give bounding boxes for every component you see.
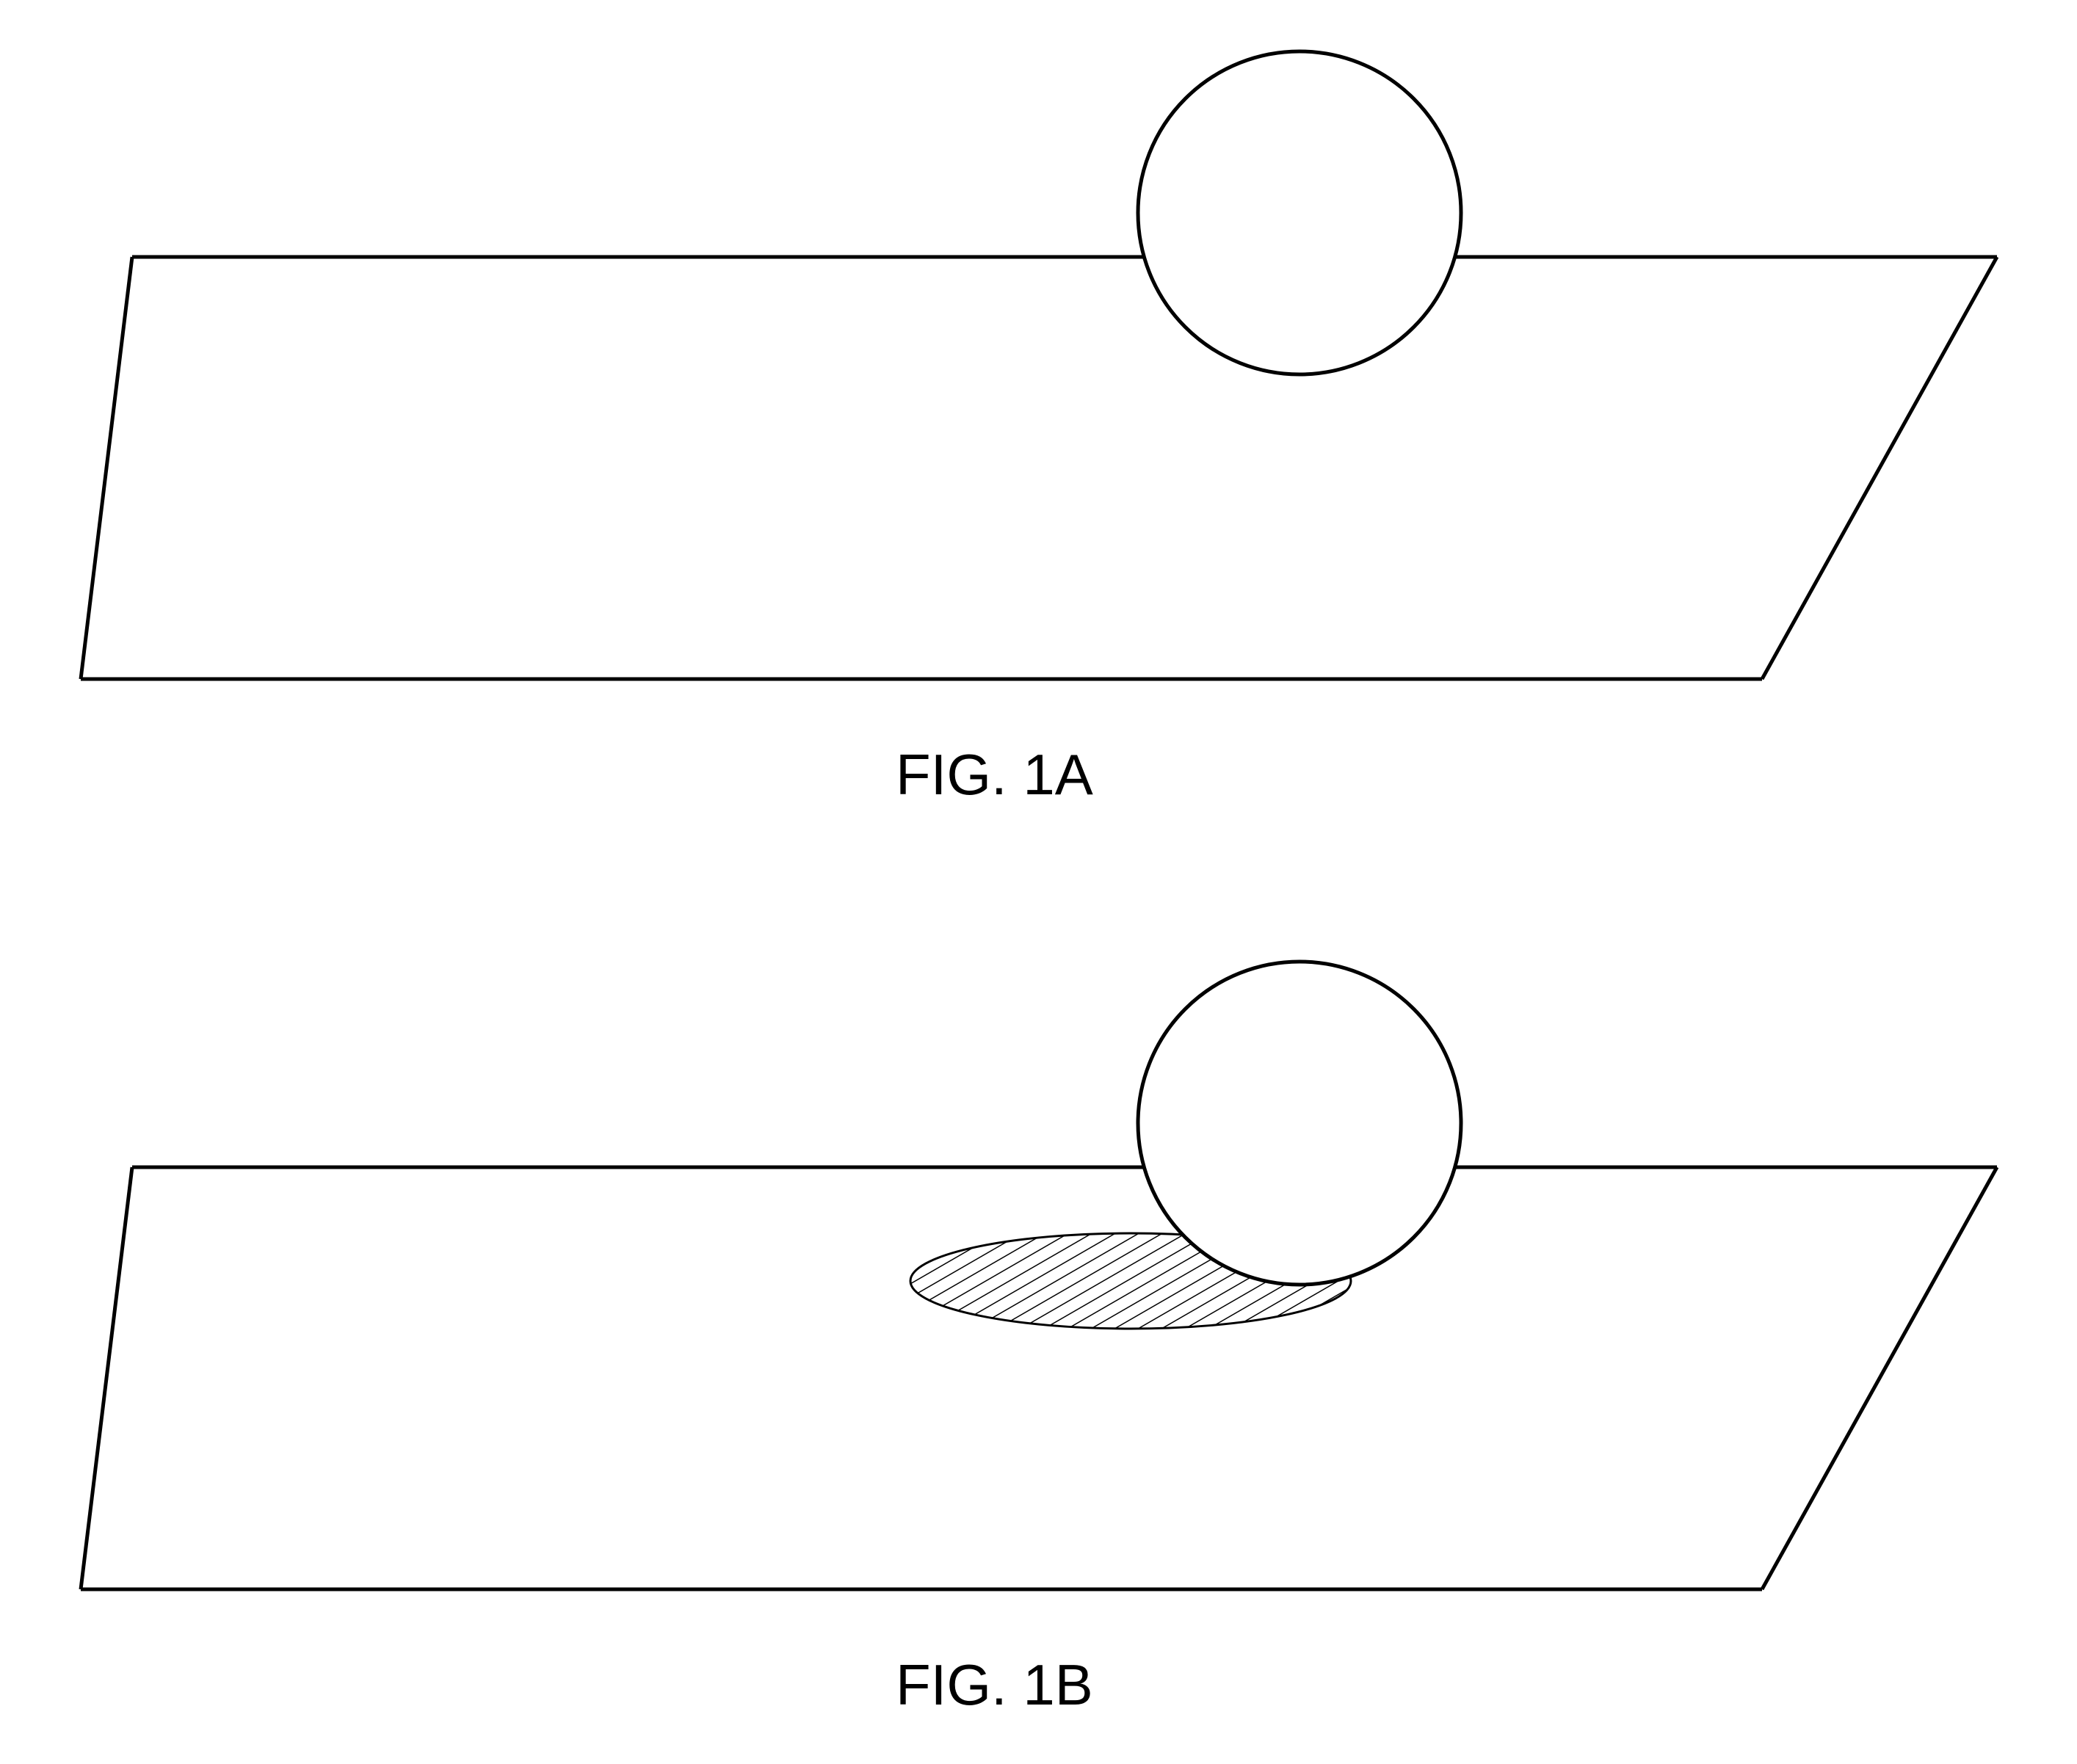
fig-1a [0, 44, 2077, 705]
fig-1b-svg [0, 954, 2077, 1615]
fig-1b [0, 954, 2077, 1615]
sphere [1138, 51, 1461, 374]
fig-1a-caption: FIG. 1A [896, 741, 1093, 808]
plane-surface [81, 1167, 1997, 1589]
sphere [1138, 962, 1461, 1285]
fig-1a-svg [0, 44, 2077, 705]
plane-surface [81, 257, 1997, 679]
fig-1b-caption: FIG. 1B [896, 1652, 1093, 1718]
